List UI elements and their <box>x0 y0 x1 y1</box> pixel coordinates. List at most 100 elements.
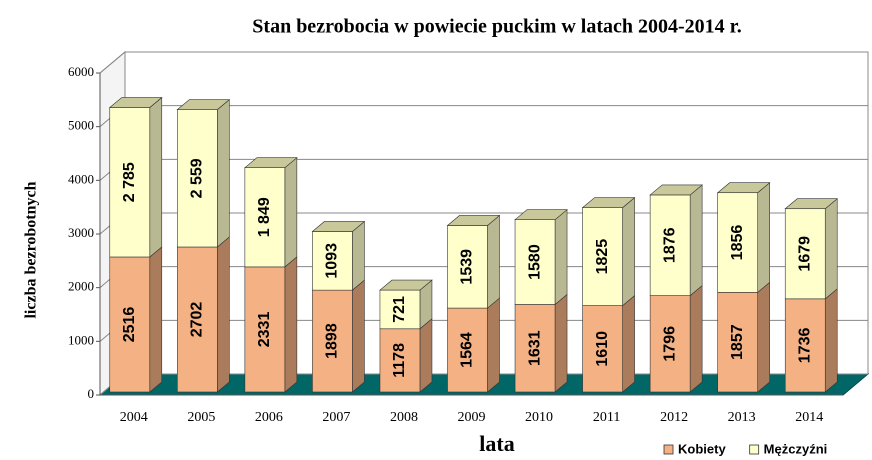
value-label: 1539 <box>459 249 476 285</box>
legend-label: Mężczyźni <box>764 441 828 456</box>
bar-segment <box>379 328 421 393</box>
bar-segment <box>784 208 826 300</box>
value-label: 2702 <box>189 302 206 338</box>
bar-side <box>757 182 770 293</box>
bar-top <box>379 279 433 291</box>
value-label: 2331 <box>256 312 273 348</box>
bar-segment <box>514 219 556 305</box>
value-label: 1796 <box>661 326 678 362</box>
value-label: 1898 <box>324 323 341 359</box>
bar-top <box>446 215 501 226</box>
value-label: 1580 <box>526 244 543 280</box>
x-tick-label: 2012 <box>660 410 688 425</box>
value-label: 1 849 <box>256 197 273 237</box>
bar-segment <box>312 289 353 393</box>
grid-line <box>99 51 868 74</box>
y-tick-label: 0 <box>88 386 95 401</box>
bar-segment <box>177 246 218 393</box>
bar-top <box>311 221 366 232</box>
bar-side <box>217 99 230 248</box>
y-tick-label: 5000 <box>68 118 94 133</box>
x-tick-label: 2008 <box>390 410 418 425</box>
bar-side <box>149 96 163 258</box>
x-tick-label: 2004 <box>120 410 148 425</box>
bar-segment <box>109 256 151 393</box>
bar-side <box>689 284 703 393</box>
bar-segment <box>244 167 286 268</box>
bar-side <box>487 214 500 309</box>
bar-segment <box>649 295 691 393</box>
bar-side <box>622 294 635 393</box>
bar-segment <box>379 289 421 330</box>
bar-segment <box>447 307 488 393</box>
bar-side <box>824 288 838 393</box>
x-axis-label: lata <box>479 431 514 456</box>
bar-side <box>419 318 433 393</box>
bar-top <box>716 182 771 194</box>
bar-side <box>487 297 500 393</box>
x-tick-label: 2005 <box>187 410 215 425</box>
value-label: 1631 <box>526 330 543 366</box>
y-axis-label: liczba bezrobotnych <box>23 181 40 318</box>
value-label: 1564 <box>459 332 476 368</box>
bar-top <box>784 198 839 210</box>
x-tick-label: 2010 <box>525 410 553 425</box>
value-label: 1825 <box>594 239 611 275</box>
bar-segment <box>717 192 758 293</box>
bar-side <box>149 246 163 393</box>
legend-swatch <box>663 444 674 455</box>
value-label: 2 785 <box>121 162 138 202</box>
bar-segment <box>109 107 151 258</box>
value-label: 721 <box>391 296 408 323</box>
bar-side <box>284 256 298 393</box>
bar-side <box>284 157 298 268</box>
bar-segment <box>784 298 826 393</box>
value-label: 1857 <box>729 324 746 360</box>
bar-top <box>176 99 231 110</box>
bar-segment <box>312 231 353 291</box>
x-tick-label: 2009 <box>458 410 486 425</box>
bar-top <box>649 184 703 196</box>
value-label: 1876 <box>661 227 678 263</box>
bar-side <box>757 281 770 393</box>
chart-title: Stan bezrobocia w powiecie puckim w lata… <box>252 16 741 38</box>
bar-segment <box>447 225 488 309</box>
bar-segment <box>177 109 218 248</box>
value-label: 1736 <box>796 328 813 364</box>
value-label: 1178 <box>391 343 408 378</box>
bar-side <box>622 197 635 307</box>
y-tick-label: 3000 <box>68 225 94 240</box>
bar-side <box>217 236 230 393</box>
x-tick-label: 2014 <box>795 410 823 425</box>
legend-swatch <box>749 444 760 455</box>
bar-top <box>514 209 568 220</box>
bar-top <box>108 97 163 108</box>
bar-side <box>554 293 568 393</box>
bar-segment <box>514 304 556 393</box>
bar-side <box>352 220 365 291</box>
x-tick-label: 2007 <box>322 410 350 425</box>
bar-segment <box>649 194 691 296</box>
x-tick-label: 2011 <box>593 410 620 425</box>
bar-segment <box>582 305 623 393</box>
value-label: 2 559 <box>189 158 206 198</box>
bar-top <box>581 197 636 208</box>
bar-side <box>689 184 703 297</box>
x-tick-label: 2013 <box>728 410 756 425</box>
bar-side <box>824 198 838 300</box>
value-label: 1610 <box>594 331 611 367</box>
x-tick-label: 2006 <box>255 410 283 425</box>
bar-top <box>244 157 298 168</box>
bar-segment <box>582 207 623 306</box>
bar-side <box>352 279 365 393</box>
y-tick-label: 2000 <box>68 279 94 294</box>
y-tick-label: 4000 <box>68 171 94 186</box>
value-label: 1679 <box>796 236 813 272</box>
legend-label: Kobiety <box>678 441 726 456</box>
y-tick-label: 6000 <box>68 64 94 79</box>
bar-side <box>554 209 568 306</box>
value-label: 2516 <box>121 307 138 343</box>
y-tick-label: 1000 <box>68 332 94 347</box>
value-label: 1093 <box>324 243 341 279</box>
